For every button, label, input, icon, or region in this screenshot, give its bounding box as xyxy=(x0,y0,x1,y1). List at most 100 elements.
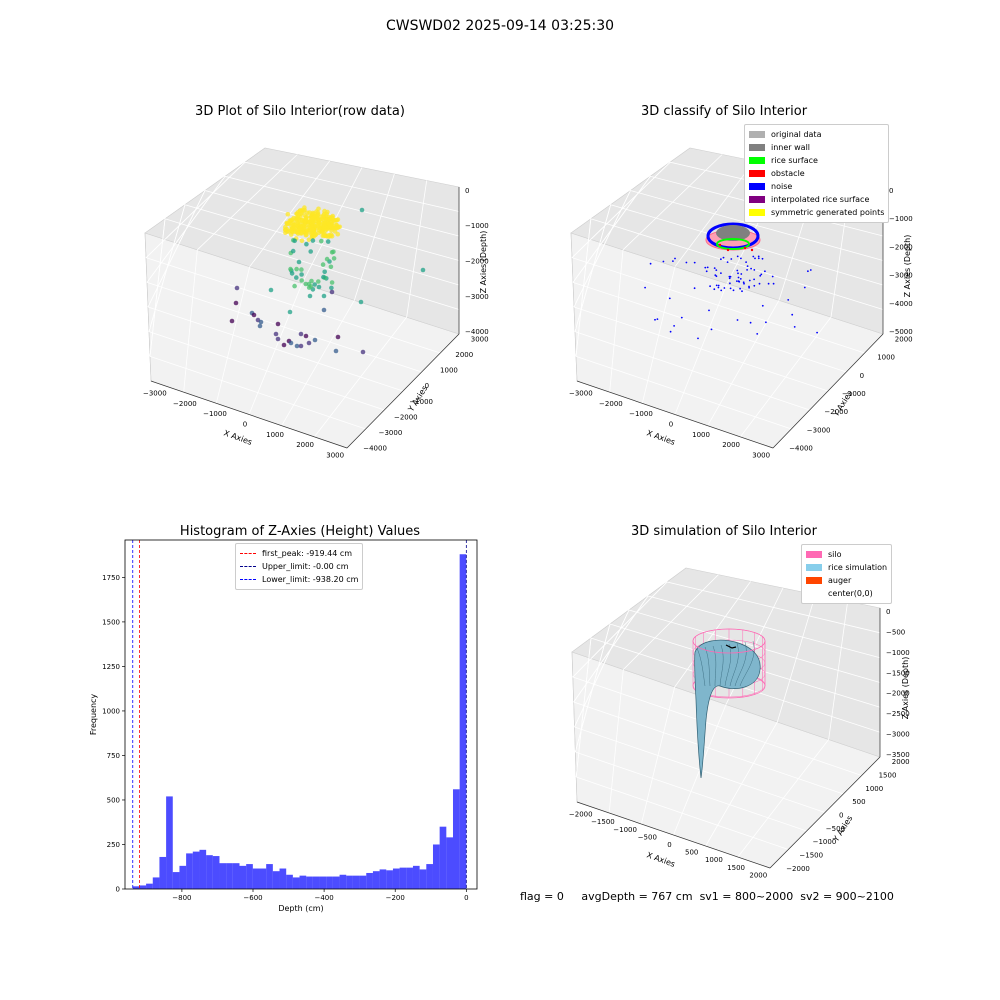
histogram-bar xyxy=(152,877,160,889)
histogram-bar xyxy=(166,796,173,889)
plot4-y-tick-label: 0 xyxy=(839,812,843,820)
plot1-data-point xyxy=(321,233,327,238)
plot1-grid-line xyxy=(314,316,407,438)
plot2-noise-point xyxy=(738,280,741,283)
plot1-data-point xyxy=(258,319,264,325)
legend-label: original data xyxy=(771,130,822,139)
histogram-bar xyxy=(199,849,207,889)
plot1-data-point xyxy=(294,266,299,272)
legend-entry: center(0,0) xyxy=(806,587,887,600)
histogram-x-tick-label: −200 xyxy=(386,894,405,902)
plot1-data-point xyxy=(321,217,327,222)
plot2-obstacle-point xyxy=(718,243,722,247)
plot1-data-point xyxy=(327,216,333,222)
histogram-bar xyxy=(379,869,387,889)
plot1-data-point xyxy=(288,232,294,237)
legend-entry: first_peak: -919.44 cm xyxy=(240,547,358,560)
legend-entry: obstacle xyxy=(749,167,884,180)
plot1-data-point xyxy=(358,299,364,305)
legend-label: obstacle xyxy=(771,169,805,178)
plot2-noise-point xyxy=(720,272,722,274)
plot4-x-tick-label: −1500 xyxy=(591,818,615,826)
plot1-data-point xyxy=(360,349,366,355)
plot4-y-tick-label: −500 xyxy=(826,825,845,833)
plot1-z-axis-label: Z Axies (Depth) xyxy=(479,231,488,294)
histogram-bar xyxy=(392,868,400,889)
legend-swatch xyxy=(806,590,822,597)
plot2-noise-point xyxy=(772,282,775,285)
plot2-noise-point xyxy=(758,282,761,285)
legend-label: rice simulation xyxy=(828,563,888,572)
plot1-data-point xyxy=(334,218,340,223)
histogram-bar xyxy=(419,869,427,889)
plot4-z-tick-label: −1500 xyxy=(886,669,910,677)
plot4-legend: silo rice simulation auger center(0,0) xyxy=(801,544,893,604)
plot2-noise-point xyxy=(753,284,756,287)
plot2-z-tick-label: −4000 xyxy=(889,300,913,308)
plot2-noise-point xyxy=(693,261,696,264)
plot1-y-tick-label: −1000 xyxy=(409,398,433,406)
flag-value: flag = 0 xyxy=(520,890,564,903)
plot4-z-tick-label: −3000 xyxy=(886,731,910,739)
plot1-y-tick-label: 0 xyxy=(425,382,429,390)
legend-swatch xyxy=(749,131,765,138)
plot1-title: 3D Plot of Silo Interior(row data) xyxy=(195,104,405,119)
avg-depth-value: avgDepth = 767 cm xyxy=(581,890,693,903)
histogram-bar xyxy=(372,871,380,889)
plot4-y-tick-label: −1000 xyxy=(813,838,837,846)
plot1-data-point xyxy=(298,331,304,337)
plot1-data-point xyxy=(288,340,294,346)
plot1-x-tick-label: 2000 xyxy=(296,441,314,449)
plot2-noise-point xyxy=(717,284,720,287)
plot4-grid-line xyxy=(572,581,668,678)
plot2-noise-point xyxy=(737,276,740,279)
plot2-inner-wall xyxy=(716,225,750,241)
plot4-surface-mesh-line xyxy=(739,640,755,687)
plot1-y-tick-label: −4000 xyxy=(363,445,387,453)
plot1-data-point xyxy=(320,262,326,267)
plot1-data-point xyxy=(285,212,291,217)
histogram-bar xyxy=(172,872,180,889)
plot1-grid-line xyxy=(406,180,428,318)
plot2-noise-point xyxy=(746,269,748,271)
plot1-data-point xyxy=(257,323,263,329)
histogram-bar xyxy=(366,872,373,889)
plot1-data-point xyxy=(309,227,315,232)
histogram-x-tick-label: −800 xyxy=(172,894,191,902)
plot2-noise-point xyxy=(748,279,751,282)
plot4-grid-line xyxy=(828,601,849,740)
plot2-grid-line xyxy=(571,161,671,258)
plot1-data-point xyxy=(294,211,300,217)
plot1-data-point xyxy=(299,218,305,224)
plot2-noise-point xyxy=(757,257,760,260)
histogram-x-tick-label: −600 xyxy=(243,894,262,902)
plot4-x-tick-label: 1000 xyxy=(705,856,723,864)
plot2-noise-point xyxy=(715,275,718,278)
plot1-data-point xyxy=(311,211,317,216)
legend-label: auger xyxy=(828,576,852,585)
plot1-data-point xyxy=(306,224,312,230)
plot1-data-point xyxy=(304,228,310,233)
plot1-data-point xyxy=(275,321,281,327)
plot4-z-tick-label: −500 xyxy=(886,628,905,636)
histogram-bar xyxy=(352,875,360,889)
plot2-z-tick-label: −3000 xyxy=(889,272,913,280)
plot2-noise-point xyxy=(662,260,665,263)
plot4-y-tick-label: −2000 xyxy=(786,865,810,873)
plot2-x-tick-label: 3000 xyxy=(752,451,770,459)
plot1-data-point xyxy=(290,217,295,222)
histogram-bar xyxy=(439,826,447,889)
sv2-value: sv2 = 900~2100 xyxy=(800,890,894,903)
plot1-data-point xyxy=(310,238,316,243)
plot2-noise-point xyxy=(739,287,741,290)
legend-label: symmetric generated points xyxy=(771,208,885,217)
plot4-x-tick-label: 0 xyxy=(667,841,671,849)
plot2-noise-point xyxy=(791,313,794,316)
plot2-noise-point xyxy=(737,272,739,275)
histogram-x-axis-label: Depth (cm) xyxy=(278,904,323,913)
plot2-noise-point xyxy=(761,304,764,307)
plot1-z-tick-label: −4000 xyxy=(465,328,489,336)
plot1-data-point xyxy=(298,230,304,236)
plot1-data-point xyxy=(322,269,328,275)
plot1-data-point xyxy=(310,216,315,222)
